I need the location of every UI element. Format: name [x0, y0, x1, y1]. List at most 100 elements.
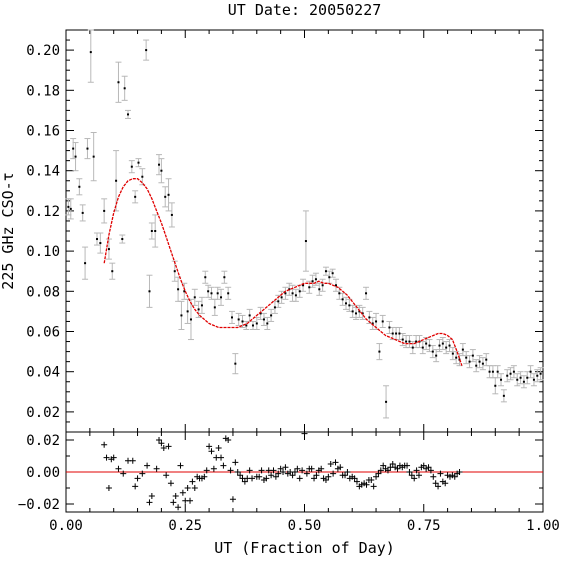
data-point: [408, 340, 411, 343]
data-point: [435, 354, 438, 357]
data-point: [478, 360, 481, 363]
residual-point: [411, 475, 418, 482]
data-point: [494, 384, 497, 387]
residual-point: [175, 504, 182, 511]
residual-point: [220, 462, 227, 469]
data-point: [189, 318, 192, 321]
data-point: [338, 292, 341, 295]
residual-point: [134, 475, 141, 482]
residual-point: [311, 475, 318, 482]
data-point: [160, 169, 163, 172]
data-point: [177, 288, 180, 291]
data-point: [318, 288, 321, 291]
residual-point: [370, 483, 377, 490]
data-point: [280, 296, 283, 299]
y-tick-label: 0.08: [26, 284, 60, 300]
data-point: [368, 316, 371, 319]
y-tick-label: 0.18: [26, 83, 60, 99]
residual-point: [101, 441, 108, 448]
data-point: [461, 348, 464, 351]
data-point: [385, 400, 388, 403]
data-point: [438, 344, 441, 347]
y-axis-label: 225 GHz CSO-τ: [0, 172, 17, 289]
data-point: [522, 380, 525, 383]
data-point: [298, 290, 301, 293]
data-point: [237, 318, 240, 321]
data-point: [245, 324, 248, 327]
residual-point: [158, 440, 165, 447]
residual-point: [451, 473, 458, 480]
residual-point: [110, 454, 117, 461]
data-point: [259, 312, 262, 315]
data-point: [99, 242, 102, 245]
residual-point: [144, 462, 151, 469]
data-point: [351, 310, 354, 313]
data-point: [421, 346, 424, 349]
data-point: [348, 304, 351, 307]
data-point: [516, 378, 519, 381]
error-bars: [65, 29, 544, 419]
residual-point: [156, 437, 163, 443]
y-tick-label: 0.10: [26, 244, 60, 260]
residual-point: [229, 496, 236, 503]
data-point: [230, 316, 233, 319]
residual-point: [237, 472, 244, 479]
residual-point: [167, 480, 174, 487]
data-point: [115, 179, 118, 182]
data-point: [183, 290, 186, 293]
residual-point: [442, 480, 449, 487]
data-point: [500, 378, 503, 381]
residual-point: [435, 483, 442, 490]
data-point: [405, 340, 408, 343]
data-point: [154, 230, 157, 232]
data-point: [371, 322, 374, 325]
data-point: [277, 300, 280, 303]
data-point: [117, 81, 120, 84]
residual-point: [406, 469, 413, 475]
data-point: [411, 346, 414, 349]
data-point: [227, 292, 230, 295]
data-point: [529, 370, 532, 373]
y-tick-label: 0.16: [26, 124, 60, 140]
residual-point: [191, 485, 198, 491]
residual-point: [203, 467, 210, 474]
data-point: [74, 155, 77, 158]
data-point: [428, 344, 431, 347]
x-tick-label: 0.25: [168, 518, 202, 534]
data-point: [127, 113, 130, 116]
data-point: [96, 238, 99, 241]
residual-point: [187, 497, 194, 504]
residual-point: [413, 467, 420, 474]
residual-point: [342, 472, 349, 479]
residual-point: [322, 477, 329, 483]
residual-point: [303, 470, 310, 477]
data-point: [284, 292, 287, 295]
data-point: [355, 312, 358, 315]
fit-curve: [103, 178, 463, 366]
residual-point: [210, 465, 217, 472]
data-point: [334, 284, 337, 287]
data-point: [262, 318, 265, 321]
data-point: [270, 314, 273, 317]
residual-point: [394, 465, 401, 472]
data-point: [266, 322, 269, 325]
y-tick-label: 0.04: [26, 365, 60, 381]
residual-point: [256, 473, 263, 480]
residual-point: [363, 481, 370, 488]
data-point: [121, 238, 124, 241]
residual-point: [184, 485, 191, 491]
data-point: [502, 394, 505, 397]
residual-point: [163, 472, 170, 479]
residual-point: [294, 465, 301, 472]
residual-point: [263, 475, 270, 482]
residual-point: [420, 462, 427, 469]
residual-point: [384, 467, 391, 474]
data-point: [130, 165, 133, 168]
data-point: [361, 312, 364, 315]
data-point: [72, 147, 75, 150]
data-points: [67, 49, 542, 403]
data-point: [291, 292, 294, 295]
residual-point: [280, 469, 287, 475]
residual-point: [430, 473, 437, 480]
